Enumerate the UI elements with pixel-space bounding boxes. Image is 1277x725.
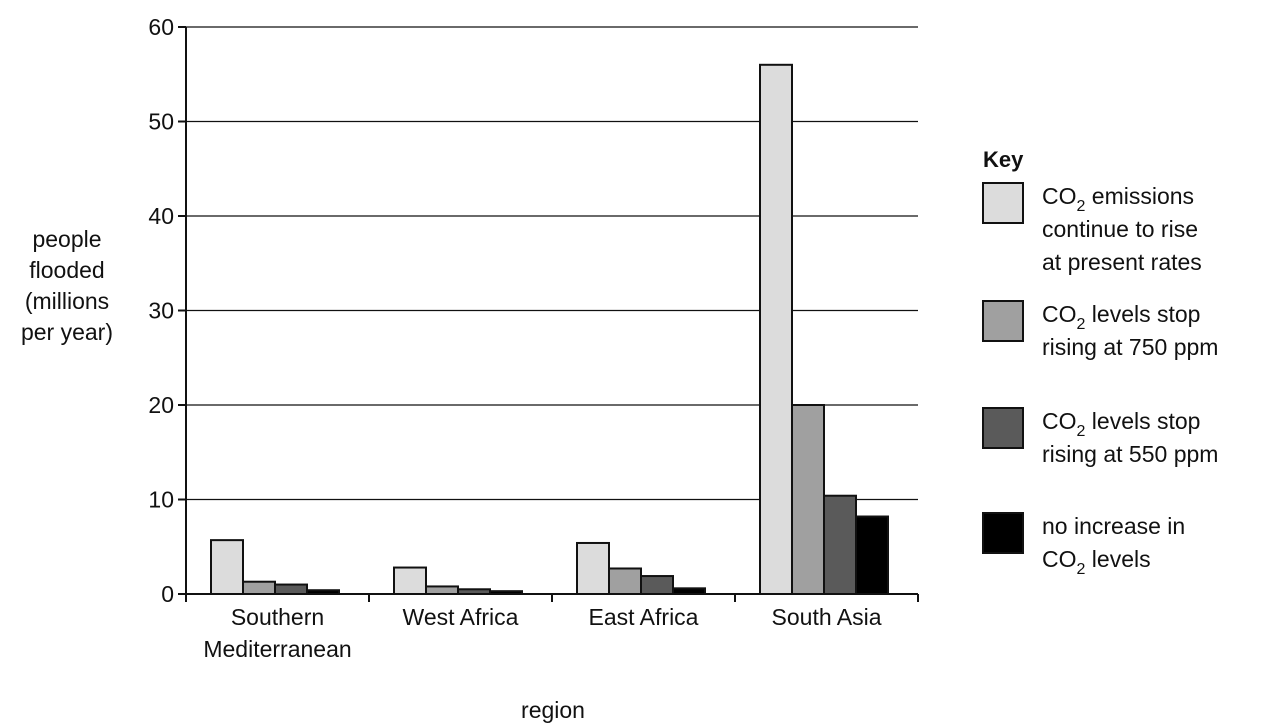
y-tick-labels: 0 10 20 30 40 50 60 xyxy=(148,14,174,607)
y-axis-title-line: per year) xyxy=(21,319,113,345)
legend-label: CO2 levels stop xyxy=(1042,408,1200,440)
legend-label: at present rates xyxy=(1042,249,1202,275)
y-tick-label: 10 xyxy=(148,487,174,513)
legend-label: CO2 emissions xyxy=(1042,183,1194,215)
legend-swatch xyxy=(982,407,1024,449)
bar xyxy=(823,494,857,595)
y-tick-label: 50 xyxy=(148,109,174,135)
y-tick-label: 60 xyxy=(148,14,174,40)
bar xyxy=(608,567,642,595)
bar xyxy=(759,63,793,596)
legend-title: Key xyxy=(983,147,1024,172)
legend-label: CO2 levels stop xyxy=(1042,301,1200,333)
category-label: Mediterranean xyxy=(203,636,351,662)
bar xyxy=(242,580,276,596)
y-axis-title-line: people xyxy=(32,226,101,252)
axes xyxy=(178,26,919,602)
y-axis-title-line: flooded xyxy=(29,257,104,283)
y-tick-label: 0 xyxy=(161,581,174,607)
bar xyxy=(791,404,825,595)
bar-series xyxy=(210,63,889,596)
bar xyxy=(425,585,459,596)
legend-swatch xyxy=(982,182,1024,224)
legend-label: rising at 550 ppm xyxy=(1042,441,1218,467)
category-labels: Southern Mediterranean West Africa East Afr… xyxy=(203,604,881,662)
y-tick-label: 20 xyxy=(148,392,174,418)
bar xyxy=(855,515,889,596)
bar xyxy=(640,575,674,595)
bar xyxy=(210,539,244,596)
y-axis-title: people flooded (millions per year) xyxy=(21,226,113,345)
category-label: Southern xyxy=(231,604,324,630)
y-axis-title-line: (millions xyxy=(25,288,109,314)
bar xyxy=(393,566,427,595)
y-tick-label: 40 xyxy=(148,203,174,229)
legend-label: continue to rise xyxy=(1042,216,1198,242)
legend-label: CO2 levels xyxy=(1042,546,1151,578)
legend-label: rising at 750 ppm xyxy=(1042,334,1218,360)
y-tick-label: 30 xyxy=(148,298,174,324)
legend-swatch xyxy=(982,512,1024,554)
category-label: West Africa xyxy=(403,604,519,630)
legend-label: no increase in xyxy=(1042,513,1185,539)
bar xyxy=(576,541,610,595)
legend-swatch xyxy=(982,300,1024,342)
bar xyxy=(274,583,308,595)
x-axis-title: region xyxy=(521,697,585,723)
category-label: East Africa xyxy=(589,604,699,630)
category-label: South Asia xyxy=(772,604,882,630)
